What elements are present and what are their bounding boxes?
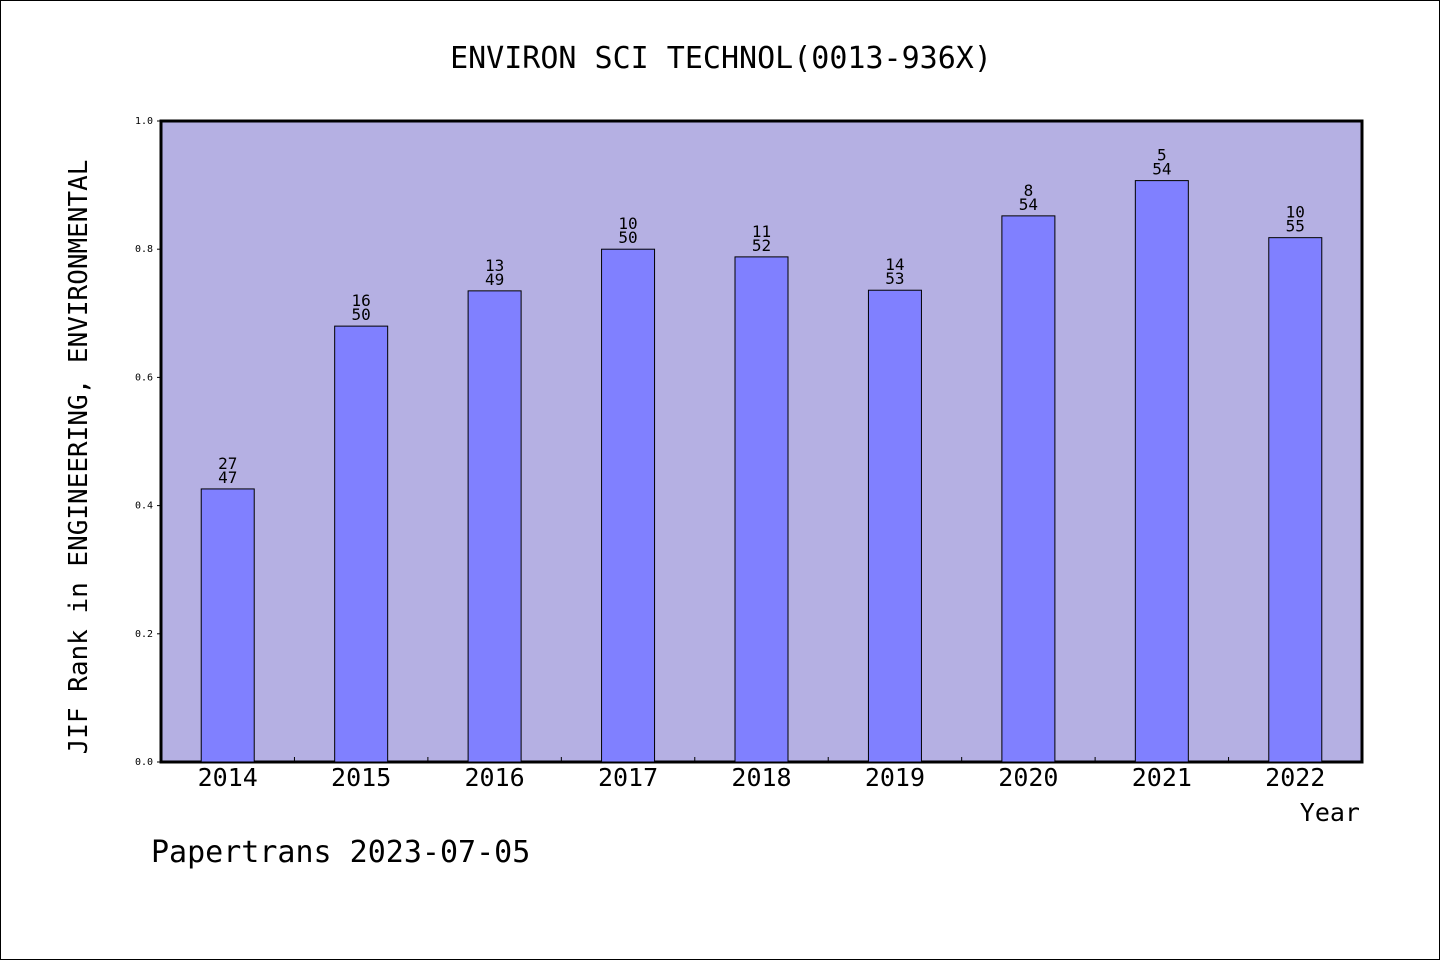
x-tick-label: 2018 [731,763,791,792]
x-tick-label: 2017 [598,763,658,792]
bar-2022 [1268,237,1323,763]
y-tick-label: 0.6 [135,372,153,383]
bar-rank-label: 27 [218,454,237,473]
bar-2018 [734,256,789,763]
y-axis-label: JIF Rank in ENGINEERING, ENVIRONMENTAL [64,160,94,755]
bar-total-label: 50 [618,228,637,247]
bar-rank-label: 5 [1157,146,1167,165]
bar-rank-label: 13 [485,256,504,275]
bar-rank-label: 14 [885,255,904,274]
y-tick-label: 0.8 [135,244,153,255]
x-tick-label: 2015 [331,763,391,792]
bar-2020 [1001,215,1056,763]
bar-2015 [334,325,389,763]
x-tick-label: 2022 [1265,763,1325,792]
bar-total-label: 49 [485,270,504,289]
bar-total-label: 52 [752,236,771,255]
bar-total-label: 54 [1019,195,1038,214]
bar-rank-label: 8 [1024,181,1034,200]
x-axis-label: Year [1300,798,1360,827]
bar-total-label: 55 [1286,217,1305,236]
chart-title: ENVIRON SCI TECHNOL(0013-936X) [450,41,992,76]
bar-total-label: 47 [218,468,237,487]
bar-2016 [467,290,522,763]
bar-2019 [867,289,922,763]
bar-2021 [1134,180,1189,763]
y-axis: 0.0 0.2 0.4 0.6 0.8 1.0 [135,116,161,768]
x-tick-label: 2019 [865,763,925,792]
x-tick-label: 2021 [1132,763,1192,792]
bar-total-label: 50 [352,305,371,324]
y-tick-label: 1.0 [135,116,153,127]
bar-rank-label: 10 [1286,203,1305,222]
bar-rank-label: 11 [752,222,771,241]
bar-total-label: 53 [885,269,904,288]
bar-2017 [601,248,656,763]
bar-total-label: 54 [1152,160,1171,179]
y-tick-label: 0.0 [135,757,153,768]
y-tick-label: 0.4 [135,501,153,512]
bar-2014 [200,488,255,763]
footer-credit: Papertrans 2023-07-05 [151,835,531,870]
y-tick-label: 0.2 [135,629,153,640]
x-tick-label: 2016 [465,763,525,792]
bar-rank-label: 10 [618,214,637,233]
bar-rank-label: 16 [352,291,371,310]
x-axis: 2014 2015 2016 2017 2018 2019 2020 2021 2022 [198,757,1325,792]
x-tick-label: 2014 [198,763,258,792]
x-tick-label: 2020 [998,763,1058,792]
